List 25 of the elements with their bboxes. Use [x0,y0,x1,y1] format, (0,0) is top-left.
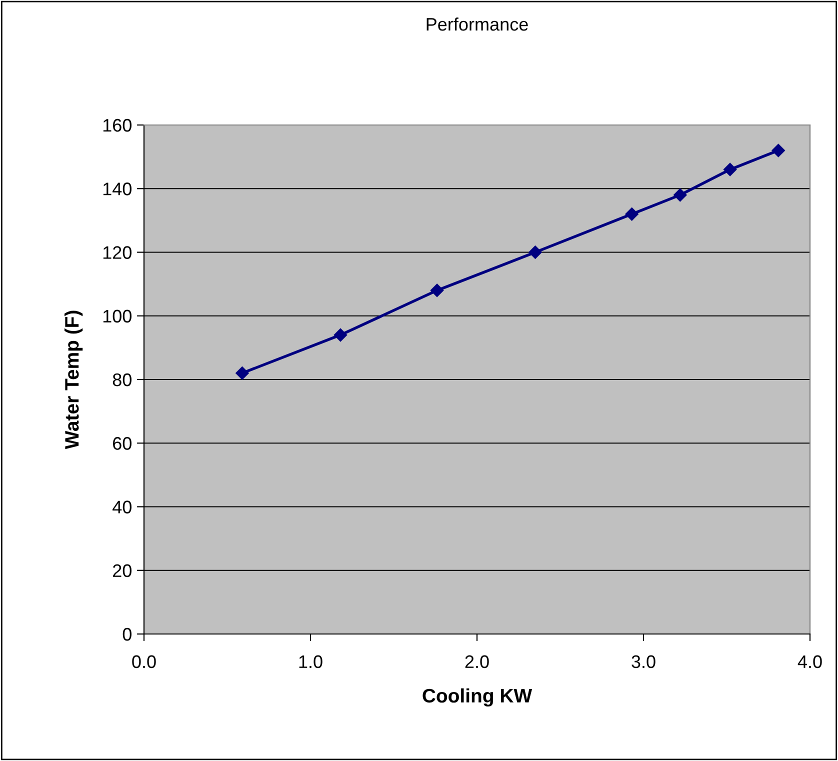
y-tick-label: 120 [103,246,132,259]
point [723,162,737,176]
y-tick-label: 60 [113,437,132,450]
x-tick-label: 1.0 [299,655,322,668]
y-axis-title: Water Temp (F) [64,310,83,450]
y-tick-label: 160 [103,118,132,132]
x-tick-label: 2.0 [465,655,489,668]
x-tick-label: 4.0 [798,655,822,668]
point [625,207,638,221]
y-tick-label: 80 [112,373,132,386]
point [772,144,785,158]
y-tick-label: 0 [122,628,132,641]
point [334,328,348,342]
point [528,246,542,259]
x-tick-label: 0.0 [132,655,156,668]
point [430,284,444,298]
point [236,366,249,380]
y-tick-label: 100 [103,310,132,323]
x-axis-title: Cooling KW [422,688,532,707]
chart-title: Performance [426,17,528,31]
y-tick-label: 40 [112,500,132,514]
point [674,188,687,202]
x-tick-label: 3.0 [632,655,656,668]
y-tick-label: 20 [113,564,132,578]
y-tick-label: 140 [103,182,132,196]
